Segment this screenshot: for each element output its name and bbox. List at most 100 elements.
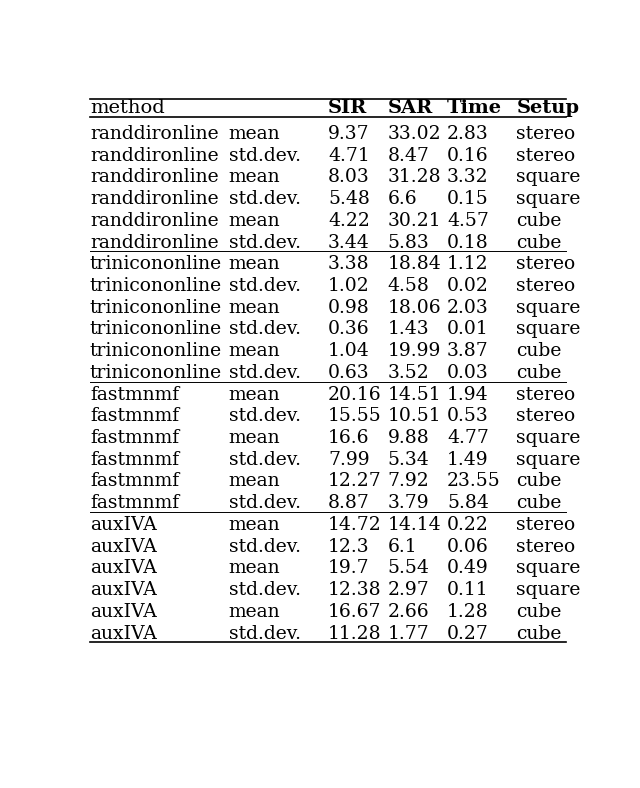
Text: 10.51: 10.51 xyxy=(388,407,441,426)
Text: auxIVA: auxIVA xyxy=(90,559,157,578)
Text: 0.53: 0.53 xyxy=(447,407,489,426)
Text: cube: cube xyxy=(516,342,562,360)
Text: 0.36: 0.36 xyxy=(328,321,370,338)
Text: cube: cube xyxy=(516,212,562,230)
Text: 9.88: 9.88 xyxy=(388,429,429,447)
Text: 2.97: 2.97 xyxy=(388,581,429,599)
Text: 12.27: 12.27 xyxy=(328,473,381,490)
Text: 2.03: 2.03 xyxy=(447,299,489,317)
Text: Setup: Setup xyxy=(516,99,579,117)
Text: SAR: SAR xyxy=(388,99,433,117)
Text: 16.6: 16.6 xyxy=(328,429,369,447)
Text: mean: mean xyxy=(229,385,280,403)
Text: 0.06: 0.06 xyxy=(447,537,489,556)
Text: std.dev.: std.dev. xyxy=(229,364,301,382)
Text: std.dev.: std.dev. xyxy=(229,407,301,426)
Text: 15.55: 15.55 xyxy=(328,407,381,426)
Text: 3.79: 3.79 xyxy=(388,494,429,512)
Text: std.dev.: std.dev. xyxy=(229,147,301,165)
Text: fastmnmf: fastmnmf xyxy=(90,473,179,490)
Text: 1.04: 1.04 xyxy=(328,342,370,360)
Text: fastmnmf: fastmnmf xyxy=(90,407,179,426)
Text: cube: cube xyxy=(516,473,562,490)
Text: 0.63: 0.63 xyxy=(328,364,370,382)
Text: randdironline: randdironline xyxy=(90,212,218,230)
Text: auxIVA: auxIVA xyxy=(90,581,157,599)
Text: auxIVA: auxIVA xyxy=(90,603,157,621)
Text: 5.83: 5.83 xyxy=(388,233,429,251)
Text: std.dev.: std.dev. xyxy=(229,190,301,208)
Text: 5.48: 5.48 xyxy=(328,190,370,208)
Text: 0.98: 0.98 xyxy=(328,299,370,317)
Text: SIR: SIR xyxy=(328,99,367,117)
Text: square: square xyxy=(516,321,581,338)
Text: std.dev.: std.dev. xyxy=(229,451,301,469)
Text: 6.1: 6.1 xyxy=(388,537,417,556)
Text: mean: mean xyxy=(229,516,280,534)
Text: stereo: stereo xyxy=(516,125,576,143)
Text: Time: Time xyxy=(447,99,502,117)
Text: auxIVA: auxIVA xyxy=(90,625,157,642)
Text: 0.02: 0.02 xyxy=(447,277,489,295)
Text: 0.16: 0.16 xyxy=(447,147,489,165)
Text: randdironline: randdironline xyxy=(90,190,218,208)
Text: mean: mean xyxy=(229,212,280,230)
Text: square: square xyxy=(516,190,581,208)
Text: stereo: stereo xyxy=(516,147,576,165)
Text: 0.49: 0.49 xyxy=(447,559,489,578)
Text: 4.58: 4.58 xyxy=(388,277,429,295)
Text: mean: mean xyxy=(229,255,280,273)
Text: 0.18: 0.18 xyxy=(447,233,489,251)
Text: 4.71: 4.71 xyxy=(328,147,370,165)
Text: 14.72: 14.72 xyxy=(328,516,381,534)
Text: 1.02: 1.02 xyxy=(328,277,370,295)
Text: 9.37: 9.37 xyxy=(328,125,370,143)
Text: std.dev.: std.dev. xyxy=(229,277,301,295)
Text: mean: mean xyxy=(229,169,280,186)
Text: stereo: stereo xyxy=(516,537,576,556)
Text: stereo: stereo xyxy=(516,385,576,403)
Text: 18.84: 18.84 xyxy=(388,255,441,273)
Text: std.dev.: std.dev. xyxy=(229,537,301,556)
Text: 8.03: 8.03 xyxy=(328,169,370,186)
Text: 1.28: 1.28 xyxy=(447,603,489,621)
Text: 3.52: 3.52 xyxy=(388,364,429,382)
Text: trinicononline: trinicononline xyxy=(90,277,222,295)
Text: 12.38: 12.38 xyxy=(328,581,381,599)
Text: trinicononline: trinicononline xyxy=(90,299,222,317)
Text: 14.51: 14.51 xyxy=(388,385,441,403)
Text: 1.77: 1.77 xyxy=(388,625,429,642)
Text: mean: mean xyxy=(229,473,280,490)
Text: trinicononline: trinicononline xyxy=(90,255,222,273)
Text: 1.12: 1.12 xyxy=(447,255,489,273)
Text: 12.3: 12.3 xyxy=(328,537,370,556)
Text: 1.43: 1.43 xyxy=(388,321,429,338)
Text: randdironline: randdironline xyxy=(90,169,218,186)
Text: std.dev.: std.dev. xyxy=(229,494,301,512)
Text: 0.22: 0.22 xyxy=(447,516,489,534)
Text: 6.6: 6.6 xyxy=(388,190,417,208)
Text: mean: mean xyxy=(229,342,280,360)
Text: 19.99: 19.99 xyxy=(388,342,441,360)
Text: stereo: stereo xyxy=(516,277,576,295)
Text: mean: mean xyxy=(229,125,280,143)
Text: 4.57: 4.57 xyxy=(447,212,489,230)
Text: 1.49: 1.49 xyxy=(447,451,489,469)
Text: mean: mean xyxy=(229,299,280,317)
Text: trinicononline: trinicononline xyxy=(90,342,222,360)
Text: 33.02: 33.02 xyxy=(388,125,441,143)
Text: cube: cube xyxy=(516,603,562,621)
Text: square: square xyxy=(516,299,581,317)
Text: cube: cube xyxy=(516,494,562,512)
Text: 31.28: 31.28 xyxy=(388,169,441,186)
Text: stereo: stereo xyxy=(516,407,576,426)
Text: 1.94: 1.94 xyxy=(447,385,489,403)
Text: 0.27: 0.27 xyxy=(447,625,489,642)
Text: 18.06: 18.06 xyxy=(388,299,441,317)
Text: fastmnmf: fastmnmf xyxy=(90,451,179,469)
Text: auxIVA: auxIVA xyxy=(90,537,157,556)
Text: trinicononline: trinicononline xyxy=(90,364,222,382)
Text: stereo: stereo xyxy=(516,516,576,534)
Text: 2.83: 2.83 xyxy=(447,125,489,143)
Text: stereo: stereo xyxy=(516,255,576,273)
